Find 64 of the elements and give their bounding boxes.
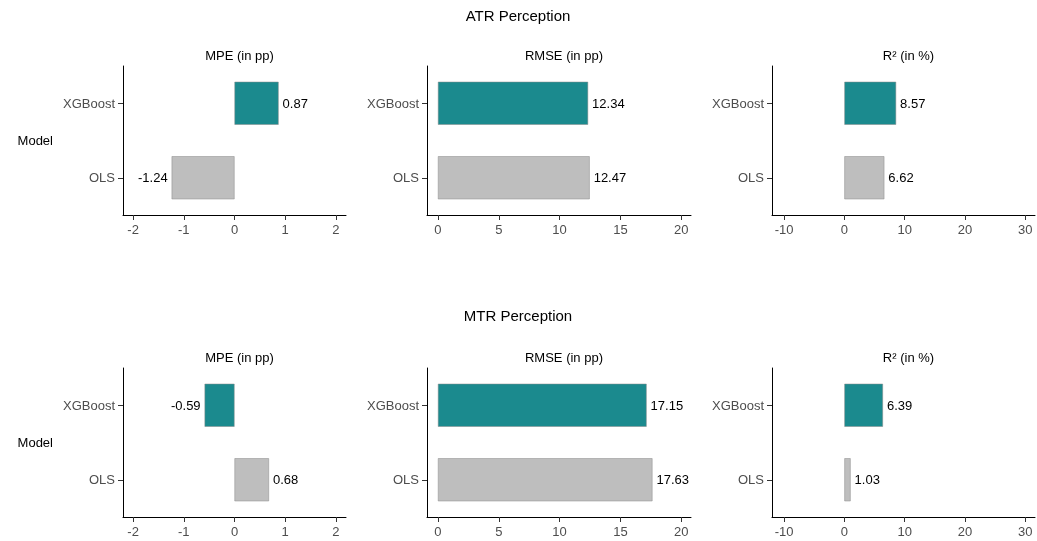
y-tick-label: OLS xyxy=(737,472,765,488)
y-tick-label: OLS xyxy=(392,472,420,488)
data-label: 6.39 xyxy=(886,397,913,413)
data-label: 17.63 xyxy=(656,472,689,488)
y-tick-label: OLS xyxy=(392,170,420,186)
y-tick-label: OLS xyxy=(737,170,765,186)
x-tick-label: 20 xyxy=(957,524,973,539)
y-tick-label: XGBoost xyxy=(366,95,420,111)
x-tick-label: 20 xyxy=(674,524,689,539)
data-label: 6.62 xyxy=(888,170,914,186)
y-tick-label: XGBoost xyxy=(62,95,116,111)
data-label: 17.15 xyxy=(650,397,684,413)
x-tick-label: 1 xyxy=(281,524,289,539)
x-tick-label: 10 xyxy=(897,524,912,539)
x-tick-label: 0 xyxy=(230,222,239,237)
y-tick-label: XGBoost xyxy=(711,95,765,111)
x-tick-label: -2 xyxy=(127,524,139,539)
x-tick-label: 2 xyxy=(332,524,340,539)
chart-title: R² (in %) xyxy=(882,48,935,63)
x-tick-label: 10 xyxy=(552,222,567,237)
x-tick-label: -10 xyxy=(774,524,794,539)
x-tick-label: -1 xyxy=(178,222,190,237)
x-tick-label: 5 xyxy=(495,222,503,237)
text: ATR Perception xyxy=(465,7,571,24)
data-label: 0.68 xyxy=(272,472,299,488)
data-label: 1.03 xyxy=(854,472,880,488)
x-tick-label: 20 xyxy=(957,222,973,237)
y-axis-title: Model xyxy=(17,435,54,450)
data-label: 8.57 xyxy=(900,95,926,111)
x-tick-label: -1 xyxy=(178,524,190,539)
x-tick-label: -10 xyxy=(774,222,794,237)
x-tick-label: 2 xyxy=(332,222,340,237)
x-tick-label: 30 xyxy=(1018,524,1033,539)
x-tick-label: -2 xyxy=(127,222,139,237)
x-tick-label: 30 xyxy=(1018,222,1033,237)
data-label: -0.59 xyxy=(170,397,201,413)
x-tick-label: 0 xyxy=(840,524,848,539)
y-tick-label: OLS xyxy=(88,170,116,186)
chart-title: MPE (in pp) xyxy=(205,48,274,63)
x-tick-label: 0 xyxy=(434,222,442,237)
y-tick-label: XGBoost xyxy=(62,397,116,413)
data-label: 12.34 xyxy=(592,95,625,111)
x-tick-label: 15 xyxy=(613,222,628,237)
x-tick-label: 5 xyxy=(495,524,503,539)
x-tick-label: 10 xyxy=(552,524,567,539)
x-tick-label: 15 xyxy=(613,524,628,539)
chart-title: R² (in %) xyxy=(882,350,935,365)
y-tick-label: OLS xyxy=(88,472,116,488)
y-tick-label: XGBoost xyxy=(366,397,420,413)
chart-title: RMSE (in pp) xyxy=(524,350,604,365)
x-tick-label: 0 xyxy=(230,524,239,539)
x-tick-label: 10 xyxy=(897,222,912,237)
y-axis-title: Model xyxy=(17,133,54,148)
x-tick-label: 1 xyxy=(281,222,289,237)
data-label: 12.47 xyxy=(593,170,627,186)
y-tick-label: XGBoost xyxy=(711,397,765,413)
data-label: -1.24 xyxy=(138,170,168,186)
chart-title: MPE (in pp) xyxy=(205,350,274,365)
x-tick-label: 0 xyxy=(434,524,442,539)
text: MTR Perception xyxy=(463,307,573,324)
data-label: 0.87 xyxy=(282,95,308,111)
x-tick-label: 0 xyxy=(840,222,848,237)
chart-title: RMSE (in pp) xyxy=(524,48,604,63)
x-tick-label: 20 xyxy=(674,222,689,237)
